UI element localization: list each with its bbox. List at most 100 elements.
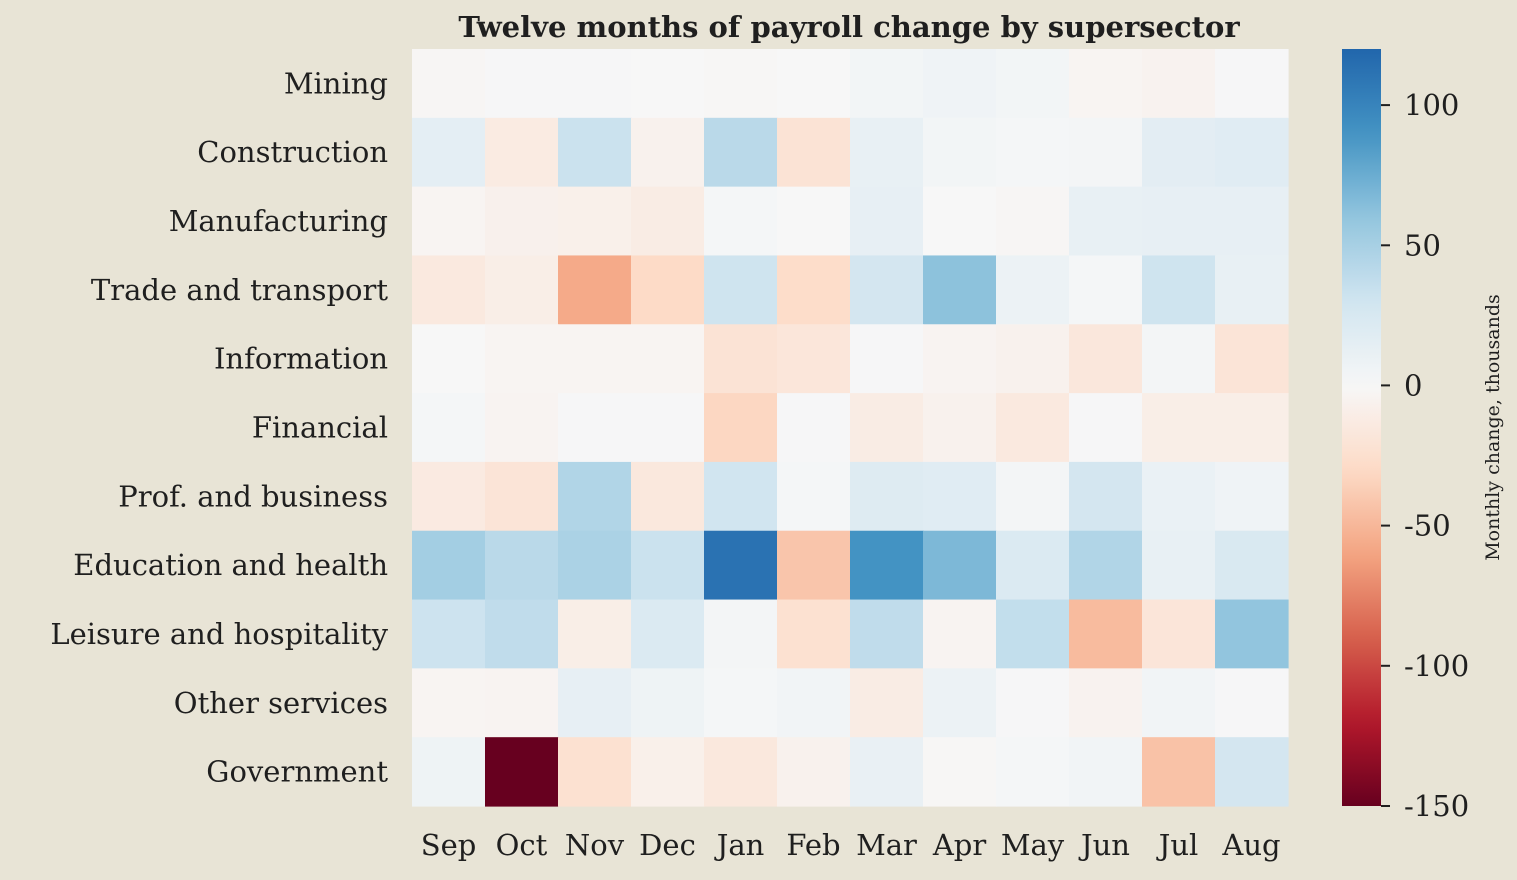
heatmap-cell <box>777 461 851 532</box>
heatmap-cell <box>1142 255 1216 325</box>
heatmap-cell <box>777 49 851 119</box>
heatmap-cell <box>631 186 705 257</box>
column-label: Oct <box>496 828 548 862</box>
heatmap-cell <box>996 49 1070 119</box>
heatmap-cell <box>923 393 997 463</box>
heatmap-cell <box>704 530 778 601</box>
heatmap-cell <box>850 324 924 394</box>
heatmap-cell <box>1215 668 1289 738</box>
heatmap-cell <box>923 255 997 325</box>
heatmap-cell <box>996 186 1070 257</box>
column-label: Nov <box>565 828 625 862</box>
heatmap-cell <box>558 461 632 532</box>
heatmap-cell <box>923 324 997 394</box>
heatmap-cell <box>996 255 1070 325</box>
heatmap-cell <box>412 49 486 119</box>
heatmap-cell <box>1142 393 1216 463</box>
heatmap-cell <box>996 461 1070 532</box>
heatmap-cell <box>923 117 997 188</box>
heatmap-cell <box>412 599 486 669</box>
heatmap-cell <box>1142 599 1216 669</box>
heatmap-cell <box>850 186 924 257</box>
heatmap-cell <box>1215 530 1289 601</box>
heatmap-cell <box>850 599 924 669</box>
heatmap-cell <box>631 324 705 394</box>
heatmap-cell <box>1069 117 1143 188</box>
column-label: Sep <box>421 828 477 862</box>
heatmap-cell <box>485 737 559 807</box>
heatmap-cell <box>1142 461 1216 532</box>
heatmap-cell <box>485 599 559 669</box>
heatmap-cell <box>777 117 851 188</box>
heatmap-cell <box>1215 324 1289 394</box>
heatmap-cell <box>1142 324 1216 394</box>
colorbar-gradient <box>1342 49 1381 806</box>
heatmap-cell <box>631 49 705 119</box>
column-label: May <box>1001 828 1065 862</box>
column-label: Feb <box>786 828 840 862</box>
heatmap-cell <box>704 117 778 188</box>
heatmap-cell <box>1215 599 1289 669</box>
heatmap-cell <box>850 393 924 463</box>
heatmap-cell <box>631 255 705 325</box>
heatmap-cell <box>1142 186 1216 257</box>
heatmap-cell <box>485 530 559 601</box>
heatmap-cell <box>1069 461 1143 532</box>
heatmap-cell <box>412 186 486 257</box>
heatmap-cell <box>558 737 632 807</box>
heatmap-cell <box>1142 737 1216 807</box>
heatmap-cell <box>485 324 559 394</box>
colorbar-ticks: 100 50 0 -50 -100 -150 <box>1381 88 1469 823</box>
heatmap-cell <box>1142 49 1216 119</box>
row-label: Construction <box>197 135 388 169</box>
heatmap-cell <box>558 324 632 394</box>
heatmap-cell <box>631 530 705 601</box>
heatmap-cell <box>777 393 851 463</box>
heatmap-cell <box>923 461 997 532</box>
heatmap-cell <box>1142 530 1216 601</box>
heatmap-cell <box>850 117 924 188</box>
heatmap-cell <box>923 668 997 738</box>
heatmap-cell <box>1215 393 1289 463</box>
heatmap-cell <box>1069 255 1143 325</box>
heatmap-cell <box>923 737 997 807</box>
heatmap-cell <box>1215 255 1289 325</box>
heatmap-cell <box>631 461 705 532</box>
heatmap-cell <box>850 737 924 807</box>
heatmap-cell <box>777 668 851 738</box>
row-label: Leisure and hospitality <box>50 617 388 651</box>
heatmap-cell <box>485 186 559 257</box>
heatmap-cell <box>996 599 1070 669</box>
heatmap-cell <box>1215 186 1289 257</box>
heatmap-cell <box>704 668 778 738</box>
heatmap-cell <box>631 737 705 807</box>
colorbar-tick-label: 100 <box>1404 88 1459 122</box>
column-label: Jul <box>1156 828 1199 862</box>
heatmap-cell <box>1069 530 1143 601</box>
heatmap-cell <box>1069 393 1143 463</box>
heatmap-cell <box>558 117 632 188</box>
row-label: Prof. and business <box>118 479 388 513</box>
heatmap-cell <box>558 599 632 669</box>
heatmap-cell <box>631 117 705 188</box>
heatmap-cell <box>558 668 632 738</box>
heatmap-cell <box>777 737 851 807</box>
heatmap-cell <box>412 737 486 807</box>
row-label: Financial <box>252 411 388 445</box>
row-label: Other services <box>174 686 388 720</box>
column-label: Jan <box>714 828 765 862</box>
heatmap-cell <box>412 117 486 188</box>
row-labels: Mining Construction Manufacturing Trade and… <box>50 66 388 788</box>
heatmap-cell <box>1215 49 1289 119</box>
row-label: Government <box>206 755 388 789</box>
row-label: Information <box>214 342 388 376</box>
heatmap-cell <box>1069 324 1143 394</box>
heatmap-cells <box>412 49 1289 807</box>
heatmap-cell <box>704 393 778 463</box>
heatmap-cell <box>704 737 778 807</box>
heatmap-cell <box>1215 737 1289 807</box>
heatmap-cell <box>850 530 924 601</box>
heatmap-cell <box>1142 117 1216 188</box>
row-label: Trade and transport <box>91 273 388 307</box>
